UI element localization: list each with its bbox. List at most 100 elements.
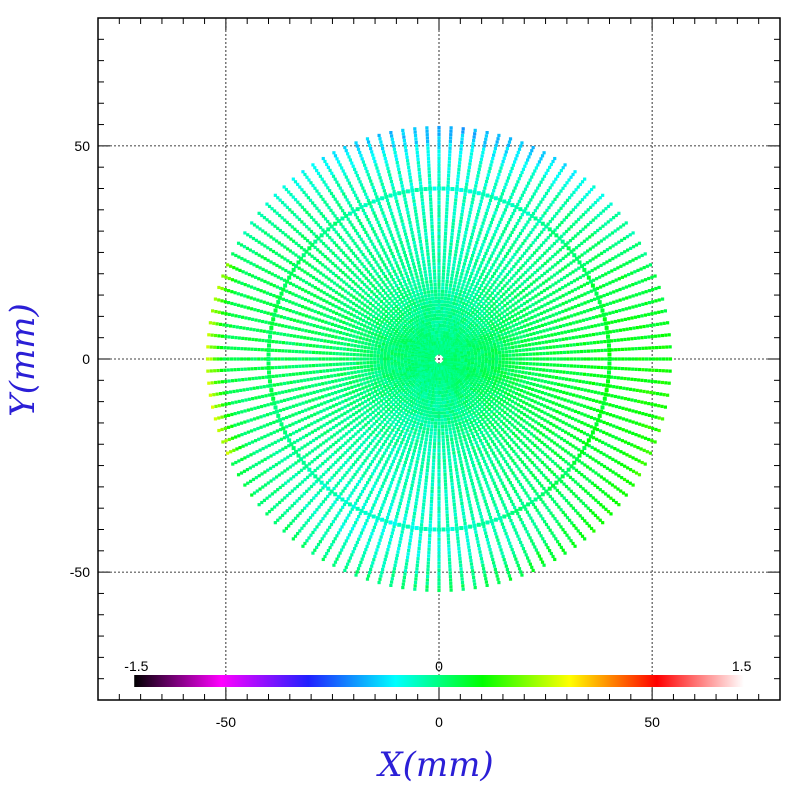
data-point [348, 258, 352, 263]
data-point [563, 357, 567, 361]
data-point [368, 301, 373, 306]
data-point [428, 324, 432, 329]
data-point [531, 172, 535, 176]
data-point [463, 306, 467, 310]
data-point [620, 275, 625, 279]
data-point [621, 223, 626, 227]
data-point [580, 198, 585, 202]
data-point [461, 130, 465, 134]
data-point [598, 196, 602, 200]
data-point [357, 218, 361, 223]
data-point [462, 262, 467, 266]
data-point [405, 313, 409, 317]
data-point [275, 340, 279, 344]
data-point [403, 268, 407, 272]
data-point [525, 293, 529, 297]
data-point [392, 342, 396, 346]
data-point [318, 351, 322, 355]
data-point [511, 309, 515, 313]
data-point [328, 405, 332, 409]
data-point [425, 311, 429, 315]
data-point [513, 224, 518, 229]
data-point [506, 221, 511, 225]
data-point [346, 410, 350, 414]
data-point [423, 266, 427, 271]
data-point [401, 247, 405, 251]
data-point [621, 357, 625, 361]
data-point [606, 204, 611, 209]
data-point [425, 301, 429, 305]
data-point [377, 326, 381, 330]
data-point [306, 272, 310, 276]
data-point [452, 260, 457, 264]
data-point [329, 249, 333, 253]
data-point [491, 322, 495, 326]
data-point [474, 355, 478, 359]
data-point [260, 278, 264, 282]
data-point [494, 357, 499, 361]
data-point [586, 223, 590, 227]
data-point [361, 240, 365, 244]
data-point [569, 261, 573, 265]
data-point [638, 292, 642, 296]
data-point [420, 320, 425, 324]
data-point [343, 372, 347, 376]
data-point [282, 306, 286, 311]
data-point [311, 275, 316, 280]
data-point [249, 296, 253, 300]
data-point [510, 276, 514, 280]
data-point [375, 295, 379, 299]
data-point [372, 292, 376, 296]
data-point [562, 323, 566, 328]
data-point [243, 283, 247, 287]
data-point [484, 349, 488, 354]
data-point [472, 345, 476, 350]
data-point [393, 243, 397, 247]
data-point [437, 132, 441, 136]
data-point [237, 399, 241, 404]
data-point [252, 451, 256, 455]
data-point [545, 316, 549, 320]
data-point [405, 338, 409, 343]
data-point [381, 389, 385, 393]
data-point [356, 147, 361, 151]
data-point [251, 397, 255, 401]
data-point [394, 395, 398, 400]
data-point [529, 322, 533, 326]
data-point [276, 439, 280, 443]
data-point [614, 309, 619, 314]
data-point [348, 204, 353, 208]
data-point [375, 340, 379, 344]
data-point [359, 353, 363, 357]
data-point [402, 370, 406, 374]
data-point [484, 339, 488, 343]
data-point [532, 331, 536, 336]
data-point [254, 376, 258, 380]
data-point [404, 348, 409, 352]
data-point [547, 334, 551, 338]
data-point [440, 306, 444, 310]
data-point [365, 285, 369, 289]
data-point [388, 344, 392, 348]
data-point [596, 228, 600, 233]
data-point [551, 283, 555, 287]
data-point [437, 224, 441, 229]
data-point [274, 348, 278, 353]
data-point [365, 195, 369, 199]
data-point [366, 311, 370, 315]
data-point [269, 422, 273, 426]
data-point [381, 211, 385, 215]
data-point [354, 411, 359, 415]
data-point [399, 379, 403, 383]
data-point [264, 320, 268, 324]
data-point [475, 329, 479, 333]
data-point [563, 183, 567, 188]
data-point [335, 431, 339, 435]
data-point [311, 330, 315, 334]
data-point [400, 273, 404, 277]
data-point [641, 357, 645, 361]
data-point [310, 254, 314, 258]
data-point [400, 244, 404, 248]
data-point [478, 164, 482, 168]
data-point [386, 352, 391, 356]
